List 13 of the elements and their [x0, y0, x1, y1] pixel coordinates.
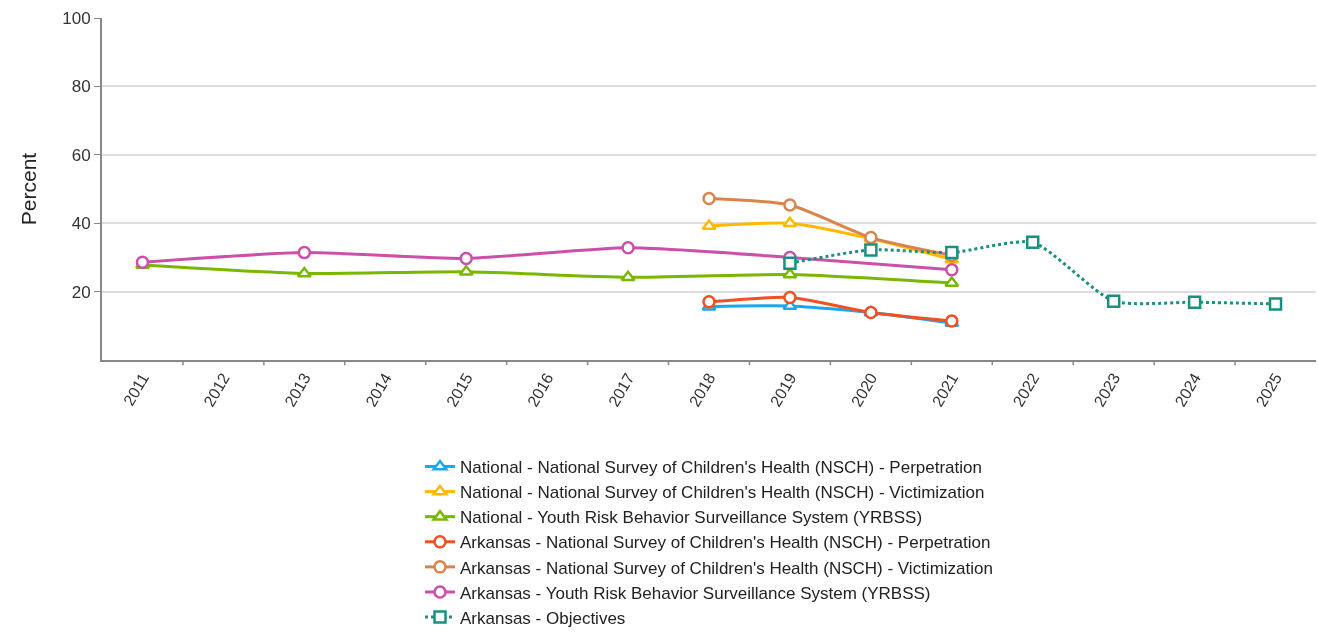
legend-label: National - National Survey of Children's Health (NSCH) - Victimization — [460, 483, 985, 503]
y-tick-label: 80 — [71, 77, 91, 97]
y-axis-title: Percent — [16, 152, 40, 226]
y-tick-label: 40 — [71, 214, 91, 234]
legend-label: Arkansas - National Survey of Children's Health (NSCH) - Perpetration — [460, 533, 991, 553]
y-tick-label: 100 — [62, 8, 91, 28]
y-tick-label: 60 — [71, 145, 91, 165]
legend-label: Arkansas - Objectives — [460, 608, 626, 628]
legend-label: National - National Survey of Children's Health (NSCH) - Perpetration — [460, 458, 982, 478]
legend-label: National - Youth Risk Behavior Surveillance System (YRBSS) — [460, 508, 923, 528]
y-tick-label: 20 — [71, 282, 91, 302]
legend-label: Arkansas - National Survey of Children's Health (NSCH) - Victimization — [460, 558, 993, 578]
legend-label: Arkansas - Youth Risk Behavior Surveillance System (YRBSS) — [460, 583, 931, 603]
